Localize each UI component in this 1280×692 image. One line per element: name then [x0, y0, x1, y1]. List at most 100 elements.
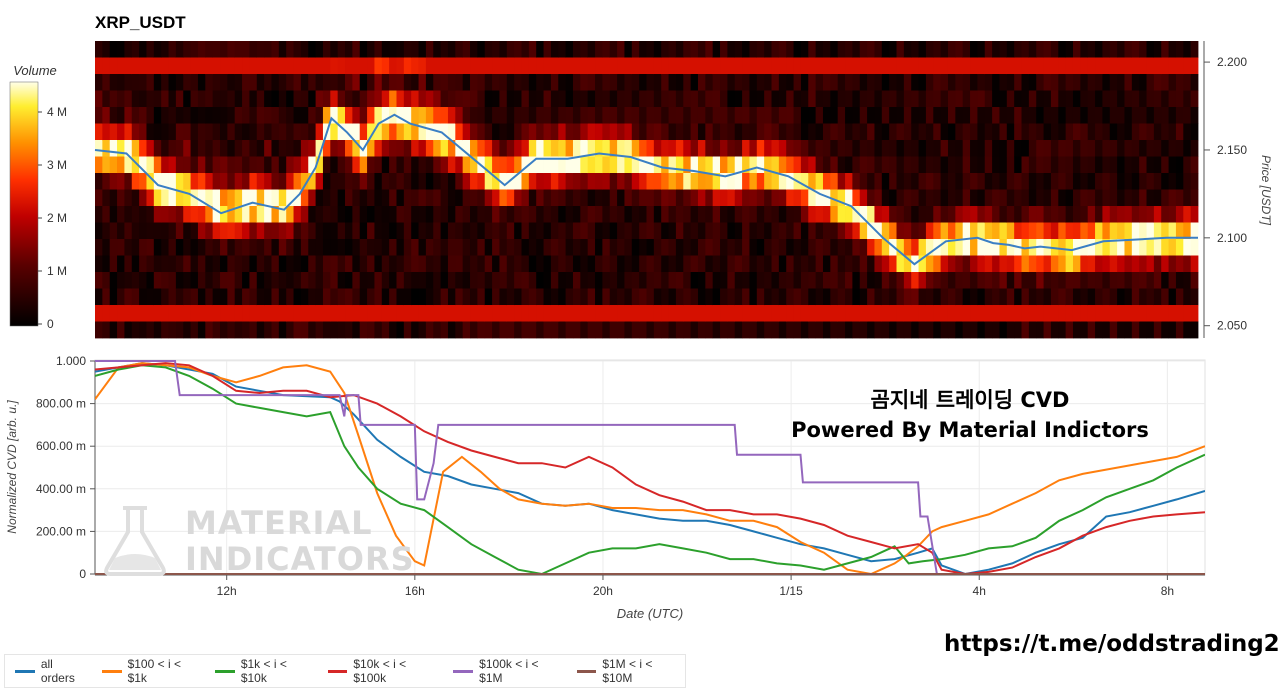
- cvd-x-tick-label: 8h: [1161, 584, 1174, 598]
- heatmap-cell: [153, 305, 162, 322]
- heatmap-cell: [1183, 206, 1192, 223]
- heatmap-cell: [697, 239, 706, 256]
- heatmap-cell: [742, 173, 750, 190]
- heatmap-cell: [433, 206, 441, 223]
- heatmap-cell: [168, 57, 177, 75]
- heatmap-cell: [624, 41, 633, 58]
- heatmap-cell: [742, 123, 750, 141]
- heatmap-cell: [455, 41, 464, 58]
- heatmap-cell: [1124, 74, 1133, 91]
- heatmap-cell: [242, 123, 250, 141]
- heatmap-cell: [617, 189, 625, 207]
- heatmap-cell: [1153, 173, 1162, 190]
- heatmap-cell: [168, 41, 177, 58]
- heatmap-cell: [249, 189, 258, 207]
- heatmap-cell: [947, 140, 956, 157]
- legend-item[interactable]: $10k < i < $100k: [327, 657, 442, 685]
- heatmap-cell: [984, 206, 993, 223]
- heatmap-cell: [521, 41, 530, 58]
- heatmap-cell: [337, 222, 346, 240]
- heatmap-cell: [102, 239, 111, 256]
- heatmap-cell: [639, 90, 647, 108]
- heatmap-cell: [484, 173, 493, 190]
- heatmap-cell: [455, 57, 464, 75]
- heatmap-cell: [1139, 41, 1147, 58]
- heatmap-cell: [95, 57, 103, 75]
- heatmap-cell: [1065, 305, 1074, 322]
- heatmap-cell: [786, 123, 794, 141]
- legend-item[interactable]: $100k < i < $1M: [453, 657, 564, 685]
- legend-item[interactable]: $1M < i < $10M: [576, 657, 686, 685]
- heatmap-cell: [1036, 272, 1044, 289]
- heatmap-cell: [190, 272, 199, 289]
- heatmap-cell: [668, 206, 677, 223]
- heatmap-cell: [528, 57, 537, 75]
- heatmap-cell: [1131, 107, 1140, 124]
- heatmap-cell: [322, 189, 331, 207]
- heatmap-cell: [264, 173, 272, 190]
- heatmap-cell: [881, 222, 890, 240]
- heatmap-cell: [999, 288, 1008, 306]
- heatmap-cell: [749, 140, 758, 157]
- heatmap-cell: [220, 74, 228, 91]
- heatmap-cell: [1072, 222, 1081, 240]
- heatmap-cell: [1175, 206, 1184, 223]
- heatmap-cell: [1036, 156, 1044, 174]
- heatmap-cell: [595, 123, 603, 141]
- heatmap-cell: [874, 140, 883, 157]
- heatmap-cell: [624, 239, 633, 256]
- heatmap-cell: [653, 41, 662, 58]
- heatmap-cell: [425, 222, 434, 240]
- heatmap-cell: [411, 156, 419, 174]
- heatmap-cell: [153, 222, 162, 240]
- heatmap-cell: [1095, 305, 1103, 322]
- heatmap-cell: [117, 189, 125, 207]
- heatmap-cell: [697, 41, 706, 58]
- heatmap-cell: [345, 305, 353, 322]
- heatmap-cell: [859, 123, 868, 141]
- heatmap-cell: [925, 239, 934, 256]
- heatmap-cell: [1014, 255, 1022, 273]
- heatmap-cell: [1117, 140, 1125, 157]
- heatmap-cell: [903, 90, 912, 108]
- legend-item[interactable]: all orders: [15, 657, 90, 685]
- heatmap-cell: [830, 140, 839, 157]
- heatmap-cell: [1080, 305, 1089, 322]
- heatmap-cell: [1124, 189, 1133, 207]
- legend-item[interactable]: $100 < i < $1k: [101, 657, 203, 685]
- heatmap-cell: [131, 107, 140, 124]
- heatmap-cell: [595, 57, 603, 75]
- heatmap-cell: [1175, 288, 1184, 306]
- heatmap-cell: [293, 41, 302, 58]
- heatmap-cell: [947, 123, 956, 141]
- heatmap-cell: [1014, 288, 1022, 306]
- heatmap-cell: [278, 239, 287, 256]
- heatmap-cell: [999, 222, 1008, 240]
- heatmap-cell: [381, 90, 390, 108]
- heatmap-cell: [572, 255, 581, 273]
- heatmap-cell: [550, 156, 559, 174]
- heatmap-cell: [543, 288, 552, 306]
- heatmap-cell: [403, 140, 412, 157]
- legend-item[interactable]: $1k < i < $10k: [214, 657, 316, 685]
- heatmap-cell: [977, 321, 986, 339]
- heatmap-cell: [992, 206, 1000, 223]
- heatmap-cell: [1190, 288, 1199, 306]
- heatmap-cell: [764, 57, 772, 75]
- telegram-link[interactable]: https://t.me/oddstrading2: [944, 631, 1280, 657]
- heatmap-cell: [117, 107, 125, 124]
- heatmap-cell: [447, 57, 456, 75]
- heatmap-cell: [1153, 255, 1162, 273]
- heatmap-cell: [1117, 222, 1125, 240]
- heatmap-cell: [124, 90, 133, 108]
- heatmap-cell: [859, 189, 868, 207]
- heatmap-cell: [587, 90, 596, 108]
- heatmap-cell: [175, 57, 184, 75]
- heatmap-cell: [300, 57, 309, 75]
- heatmap-cell: [95, 222, 103, 240]
- heatmap-cell: [1058, 74, 1067, 91]
- heatmap-cell: [822, 140, 831, 157]
- heatmap-cell: [1175, 189, 1184, 207]
- heatmap-cell: [514, 107, 522, 124]
- heatmap-cell: [425, 239, 434, 256]
